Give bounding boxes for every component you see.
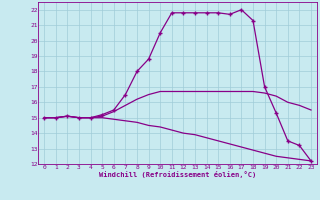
- X-axis label: Windchill (Refroidissement éolien,°C): Windchill (Refroidissement éolien,°C): [99, 171, 256, 178]
